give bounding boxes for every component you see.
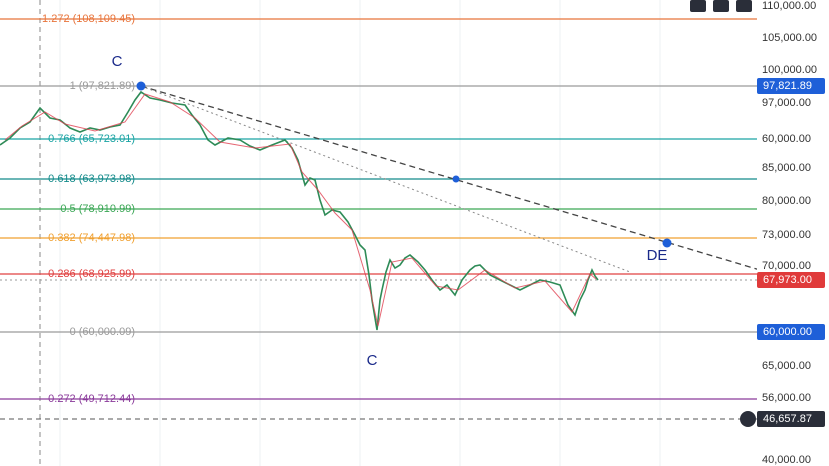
price-axis-label: 85,000.00	[762, 162, 811, 174]
toolbar-button[interactable]	[690, 0, 706, 12]
fib-level-label: 1 (97,821.89)	[70, 80, 135, 92]
fib-level-label: 0.618 (63,973.98)	[48, 173, 135, 185]
price-axis-label: 100,000.00	[762, 64, 817, 76]
price-axis-label: 73,000.00	[762, 229, 811, 241]
price-tag-text: 46,657.87	[763, 413, 812, 425]
grid	[59, 0, 661, 466]
price-tag	[757, 324, 825, 340]
fib-level-label: 0.286 (68,925.99)	[48, 268, 135, 280]
toolbar-button[interactable]	[713, 0, 729, 12]
price-axis-label: 105,000.00	[762, 32, 817, 44]
price-axis	[757, 0, 829, 466]
fib-level-label: 0.766 (65,723.01)	[48, 133, 135, 145]
wave-label: DE	[647, 247, 668, 264]
price-tag	[757, 411, 825, 427]
price-tag-text: 67,973.00	[763, 274, 812, 286]
fib-level-label: 0.5 (78,910.99)	[60, 203, 135, 215]
price-axis-label: 40,000.00	[762, 454, 811, 466]
price-axis-label: 60,000.00	[762, 133, 811, 145]
price-series-down	[4, 93, 597, 327]
wave-label: C	[367, 352, 378, 369]
price-axis-label: 97,000.00	[762, 97, 811, 109]
price-tag	[757, 78, 825, 94]
toolbar	[690, 0, 752, 12]
price-axis-label: 65,000.00	[762, 360, 811, 372]
price-axis-label: 56,000.00	[762, 392, 811, 404]
price-tag-text: 60,000.00	[763, 326, 812, 338]
fib-points	[136, 81, 672, 248]
price-tag	[757, 272, 825, 288]
fib-level-label: 0.382 (74,447.98)	[48, 232, 135, 244]
fib-level-label: -0.272 (49,712.44)	[44, 393, 135, 405]
fib-level-label: 0 (60,000.09)	[70, 326, 135, 338]
fib-level-label: 1.272 (108,109.45)	[42, 13, 135, 25]
toolbar-button[interactable]	[736, 0, 752, 12]
price-tag-text: 97,821.89	[763, 80, 812, 92]
price-axis-label: 70,000.00	[762, 260, 811, 272]
wave-label: C	[112, 53, 123, 70]
trend-line-dotted	[140, 85, 631, 273]
crosshair-add-button[interactable]	[740, 411, 756, 427]
price-axis-label: 80,000.00	[762, 195, 811, 207]
trend-line	[140, 85, 761, 271]
price-axis-label: 110,000.00	[762, 0, 816, 12]
